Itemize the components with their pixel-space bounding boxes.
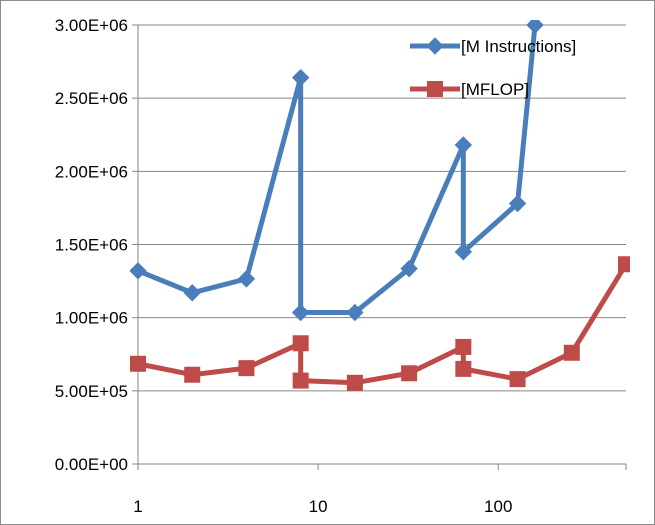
series-mflop bbox=[130, 256, 630, 391]
data-point bbox=[238, 360, 255, 377]
data-point bbox=[292, 335, 309, 352]
legend-label: [M Instructions] bbox=[461, 37, 576, 56]
data-point bbox=[526, 20, 544, 34]
y-tick-label: 0.00E+00 bbox=[55, 455, 128, 474]
data-point bbox=[130, 355, 146, 372]
legend: [M Instructions] [MFLOP] bbox=[410, 37, 576, 99]
data-point bbox=[563, 344, 580, 361]
data-point bbox=[455, 360, 472, 377]
data-point bbox=[130, 262, 147, 280]
axes: 0.00E+00 5.00E+05 1.00E+06 1.50E+06 2.00E+06… bbox=[55, 16, 627, 516]
y-tick-label: 3.00E+06 bbox=[55, 16, 128, 35]
data-point bbox=[292, 372, 309, 389]
data-point bbox=[291, 68, 310, 87]
data-point bbox=[183, 284, 201, 302]
y-tick-label: 2.50E+06 bbox=[55, 89, 128, 108]
y-tick-label: 1.50E+06 bbox=[55, 236, 128, 255]
data-point bbox=[454, 136, 473, 154]
data-point bbox=[400, 259, 418, 278]
series bbox=[130, 20, 630, 391]
x-tick-label: 1 bbox=[133, 497, 142, 516]
data-point bbox=[508, 194, 527, 213]
legend-marker bbox=[426, 37, 444, 55]
y-tick-label: 2.00E+06 bbox=[55, 162, 128, 181]
x-tick-label: 100 bbox=[484, 497, 512, 516]
data-point bbox=[401, 365, 418, 382]
data-point bbox=[291, 303, 310, 322]
data-point bbox=[346, 374, 363, 391]
series-m-instructions bbox=[130, 20, 544, 322]
legend-marker bbox=[427, 81, 443, 97]
gridlines bbox=[138, 24, 626, 392]
y-tick-label: 5.00E+05 bbox=[55, 382, 128, 401]
x-tick-label: 10 bbox=[309, 497, 328, 516]
data-point bbox=[184, 366, 201, 383]
data-point bbox=[618, 256, 630, 273]
y-tick-label: 1.00E+06 bbox=[55, 309, 128, 328]
data-point bbox=[237, 270, 256, 288]
legend-label: [MFLOP] bbox=[461, 80, 529, 99]
data-point bbox=[454, 243, 473, 261]
series-line bbox=[137, 262, 629, 386]
data-point bbox=[509, 371, 526, 388]
legend-item: [MFLOP] bbox=[410, 80, 529, 99]
data-point bbox=[346, 303, 364, 322]
data-point bbox=[455, 338, 472, 355]
legend-item: [M Instructions] bbox=[410, 37, 576, 56]
